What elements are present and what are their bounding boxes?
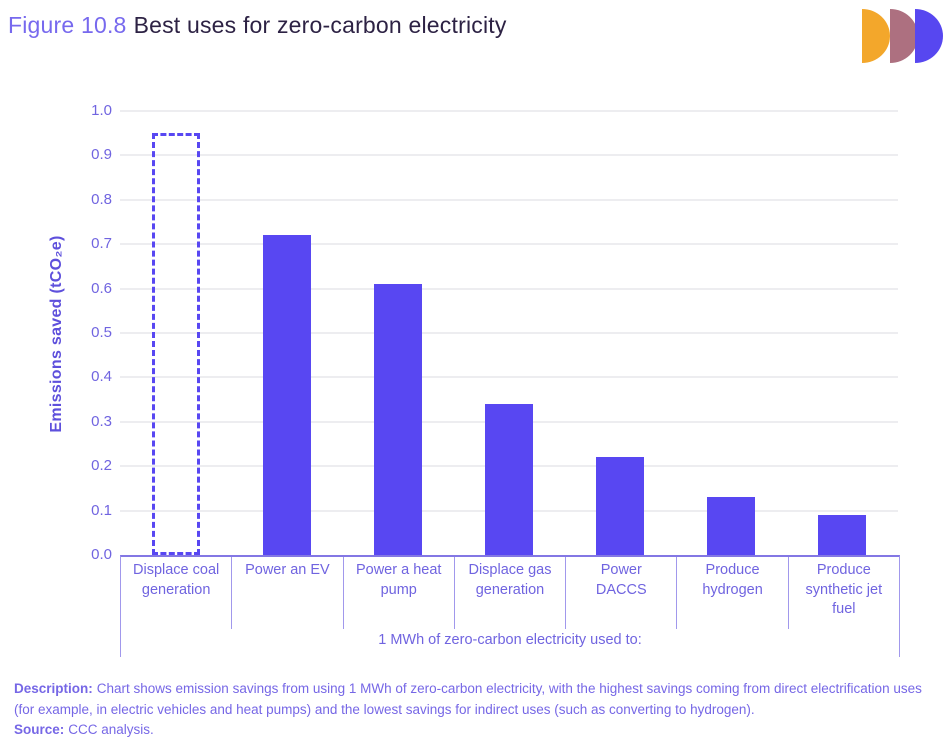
- y-tick-label: 0.5: [91, 324, 112, 341]
- category-label: Produce hydrogen: [677, 557, 789, 629]
- figure-number: Figure 10.8: [8, 12, 127, 38]
- gridline: [120, 332, 898, 334]
- description-line: Description: Chart shows emission savings…: [14, 679, 936, 720]
- x-axis-label-box: Displace coal generation Power an EV Power…: [120, 555, 900, 657]
- category-label: Displace gas generation: [455, 557, 567, 629]
- y-tick-label: 0.4: [91, 368, 112, 386]
- gridline: [120, 376, 898, 379]
- bar: [596, 457, 645, 555]
- y-tick-label: 1.0: [91, 102, 112, 119]
- page-title: Figure 10.8 Best uses for zero-carbon ele…: [8, 12, 507, 39]
- y-axis-tick-labels: 0.0 0.1 0.2 0.3 0.4 0.5 0.6 0.7 0.8 0.9 1.0: [56, 102, 112, 563]
- description-text: Chart shows emission savings from using …: [14, 681, 922, 717]
- bar: [373, 284, 422, 555]
- category-label: Power a heat pump: [344, 557, 455, 629]
- category-label: Produce synthetic jet fuel: [805, 562, 883, 618]
- gridline: [120, 110, 898, 112]
- figure-caption: Description: Chart shows emission savings…: [14, 679, 936, 741]
- y-tick-label: 0.7: [91, 235, 112, 253]
- source-text: CCC analysis.: [68, 722, 154, 738]
- bar-chart-plot-area: [120, 110, 898, 555]
- bar: [262, 235, 311, 555]
- figure-title-text: Best uses for zero-carbon electricity: [133, 12, 507, 38]
- y-tick-label: 0.2: [91, 457, 112, 475]
- bar: [707, 497, 756, 555]
- gridline: [120, 198, 898, 201]
- gridline: [120, 287, 898, 290]
- x-axis-title: 1 MWh of zero-carbon electricity used to…: [378, 632, 642, 648]
- y-tick-label: 0.0: [91, 546, 112, 563]
- gridline: [120, 154, 898, 157]
- y-tick-label: 0.6: [91, 279, 112, 297]
- bar: [818, 515, 867, 555]
- source-label: Source:: [14, 722, 65, 738]
- gridline: [120, 243, 898, 246]
- category-label: Displace coal generation: [121, 557, 233, 629]
- logo-shape-violet: [915, 9, 943, 63]
- bar-dashed-outline: [151, 133, 200, 555]
- category-label: Power DACCS: [566, 557, 678, 629]
- category-label: Power an EV: [232, 557, 344, 629]
- bar: [485, 404, 533, 555]
- category-labels-row: Displace coal generation Power an EV Power…: [121, 557, 899, 629]
- y-tick-label: 0.9: [91, 146, 112, 164]
- y-tick-label: 0.1: [91, 501, 112, 519]
- source-line: Source: CCC analysis.: [14, 720, 936, 741]
- y-tick-label: 0.8: [91, 190, 112, 208]
- y-tick-label: 0.3: [91, 412, 112, 430]
- description-label: Description:: [14, 681, 93, 696]
- logo-shape-orange: [862, 9, 890, 63]
- logo-shape-mauve: [890, 9, 918, 63]
- ccc-logo: [862, 8, 943, 64]
